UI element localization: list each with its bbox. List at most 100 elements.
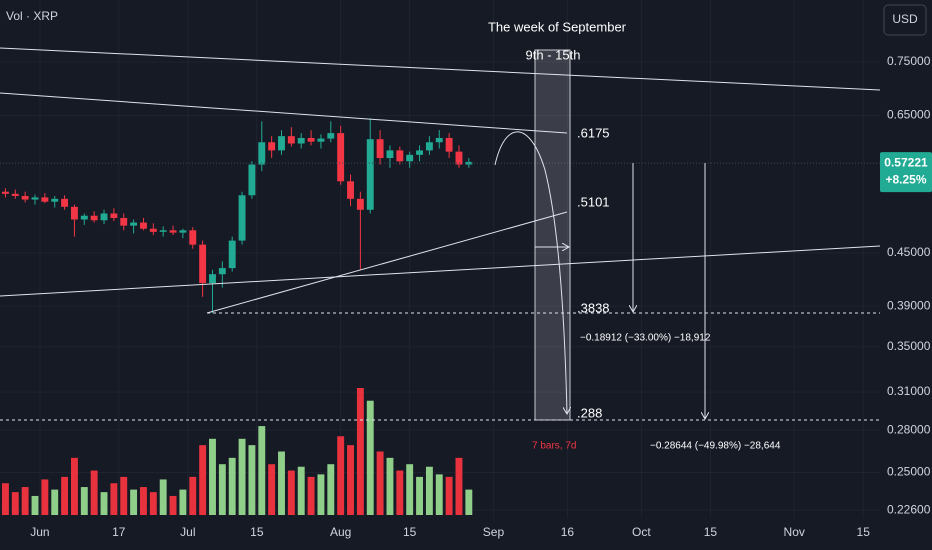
candle-body (149, 228, 157, 232)
volume-bar (248, 445, 256, 515)
x-tick-label: Nov (784, 525, 805, 539)
volume-bar (80, 487, 88, 515)
volume-bar (189, 476, 197, 515)
level-label: .3838 (577, 300, 610, 315)
volume-bar (327, 464, 335, 515)
volume-bar (179, 489, 187, 515)
level-label: .5101 (577, 194, 610, 209)
volume-bar (218, 464, 226, 515)
volume-bar (445, 476, 453, 515)
candle-body (21, 195, 29, 200)
x-tick-label: 15 (704, 525, 718, 539)
candle-body (396, 150, 404, 162)
candle-body (100, 213, 108, 221)
candle-body (228, 240, 236, 269)
projection-arrow (494, 131, 567, 414)
axes: 0.75000 0.65000 0.45000 0.39000 0.35000 0.310… (30, 54, 932, 539)
volume-bar (425, 466, 433, 515)
grid (0, 0, 880, 518)
candle-body (1, 191, 9, 194)
measure-label: −0.18912 (−33.00%) −18,912 (580, 333, 711, 344)
volume-bar (297, 466, 305, 515)
volume-bar (268, 464, 276, 515)
volume-bar (416, 476, 423, 515)
y-tick-label: 0.65000 (887, 108, 931, 122)
level-label: .288 (577, 405, 602, 420)
candle-body (238, 195, 246, 241)
trend-line (0, 92, 568, 134)
volume-bar (41, 479, 49, 515)
volume-bar (169, 495, 177, 515)
change-label: +8.25% (885, 172, 926, 186)
candle-body (199, 244, 207, 284)
candle-body (169, 230, 177, 233)
week-highlight (534, 49, 571, 421)
trend-line (0, 47, 881, 91)
currency[interactable]: USD (892, 12, 918, 26)
volume-bar (120, 476, 128, 515)
annotation: 9th - 15th (526, 47, 581, 62)
volume-bar (21, 487, 29, 515)
candle-body (31, 197, 39, 200)
candle-body (366, 139, 374, 210)
candle-body (209, 274, 216, 284)
x-tick-label: Sep (483, 525, 505, 539)
y-tick-label: 0.35000 (887, 339, 931, 353)
y-tick-label: 0.22600 (887, 502, 931, 516)
candle-body (90, 215, 98, 221)
range-label: 7 bars, 7d (532, 441, 576, 452)
volume-bar (366, 400, 374, 515)
volume-bar (1, 483, 9, 515)
volume-bar (258, 426, 266, 515)
y-tick-label: 0.45000 (887, 245, 931, 259)
volume-bar (100, 492, 108, 515)
candle-body (268, 142, 276, 151)
level-label: .6175 (577, 125, 610, 140)
volume-bar (149, 492, 157, 515)
candle-body (189, 230, 197, 245)
x-tick-label: 17 (112, 525, 126, 539)
volume-bar (307, 476, 315, 515)
volume-bar (130, 489, 138, 515)
currency-button[interactable] (883, 4, 927, 36)
volume-bar (110, 483, 118, 515)
candle-body (297, 137, 305, 144)
candle-body (61, 198, 69, 207)
volume-bar (317, 474, 325, 515)
candle-body (435, 137, 443, 143)
candle-body (179, 230, 187, 233)
volume-bar (455, 457, 463, 515)
volume-bar (228, 457, 236, 515)
volume-bar (347, 445, 354, 515)
candle-body (51, 198, 59, 202)
candle-body (287, 136, 295, 144)
candle-body (218, 268, 226, 275)
candle-body (386, 150, 394, 159)
volume-bar (209, 438, 216, 515)
candle-body (376, 139, 384, 159)
candle-body (337, 133, 345, 182)
trend-line (0, 245, 881, 297)
candle-body (41, 197, 49, 202)
candle-body (120, 217, 128, 226)
volume-bar (337, 436, 345, 515)
y-tick-label: 0.25000 (887, 465, 931, 479)
candle-body (455, 151, 463, 165)
volume-bar (11, 492, 19, 515)
volume-bar (376, 451, 384, 515)
candle-body (110, 213, 118, 218)
legend: Vol · XRP (6, 9, 58, 23)
candle-body (11, 193, 19, 196)
volume-bar (31, 495, 39, 515)
candle-body (356, 198, 364, 210)
candles (0, 118, 880, 314)
price-label: 0.57221 (884, 155, 928, 169)
volume-bar (61, 476, 69, 515)
candle-body (347, 181, 354, 199)
volume-bar (238, 438, 246, 515)
measure-label: −0.28644 (−49.98%) −28,644 (650, 441, 781, 452)
x-tick-label: 15 (250, 525, 264, 539)
candle-body (70, 206, 78, 220)
volume-bar (278, 451, 285, 515)
